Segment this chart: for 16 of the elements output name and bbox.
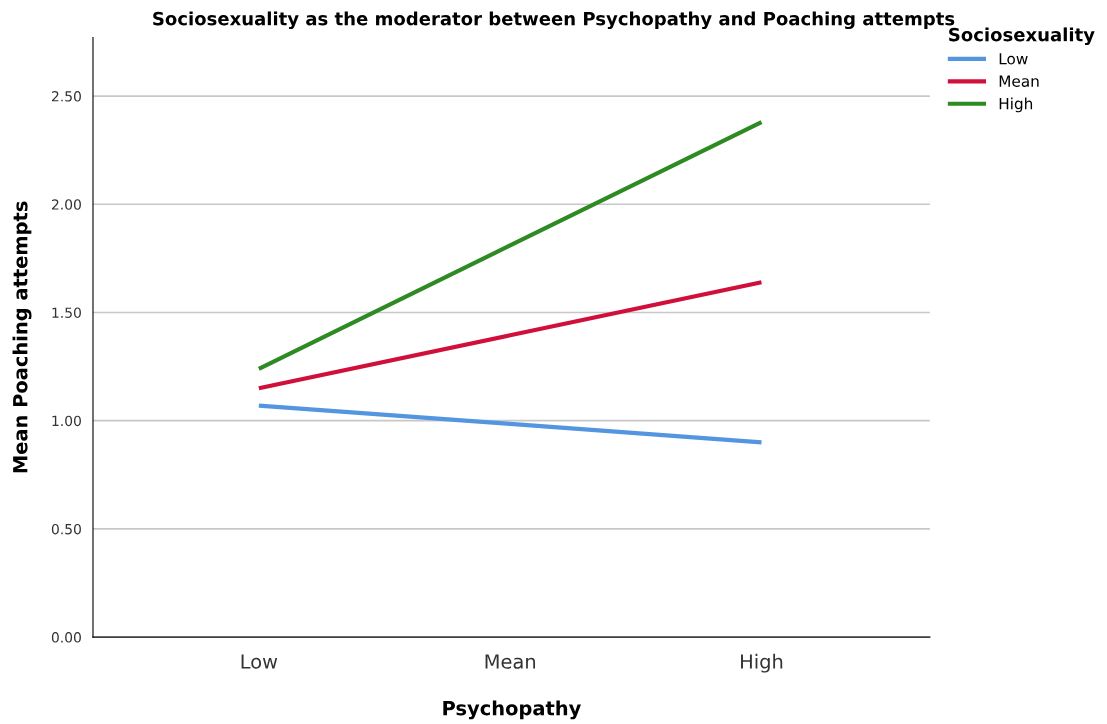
chart-title: Sociosexuality as the moderator between Psychopathy and Poaching attempts — [153, 11, 955, 30]
x-tick-label: Low — [241, 654, 278, 669]
x-tick-label: High — [741, 653, 783, 673]
y-axis-title: Mean Poaching attempts — [12, 201, 32, 473]
legend-label: Low — [999, 53, 1028, 65]
x-axis-title: Psychopathy — [443, 700, 581, 720]
y-tick-label: 1.00 — [52, 415, 81, 427]
y-tick-label: 0.50 — [51, 523, 81, 535]
legend-label: High — [999, 97, 1033, 113]
x-tick-label: Mean — [485, 654, 536, 669]
y-tick-label: 0.00 — [51, 632, 81, 643]
legend-label: Mean — [999, 75, 1039, 87]
y-tick-label: 1.50 — [52, 307, 81, 318]
y-tick-label: 2.50 — [51, 91, 81, 102]
legend-title: Sociosexuality — [949, 27, 1095, 46]
y-tick-label: 2.00 — [51, 199, 81, 210]
